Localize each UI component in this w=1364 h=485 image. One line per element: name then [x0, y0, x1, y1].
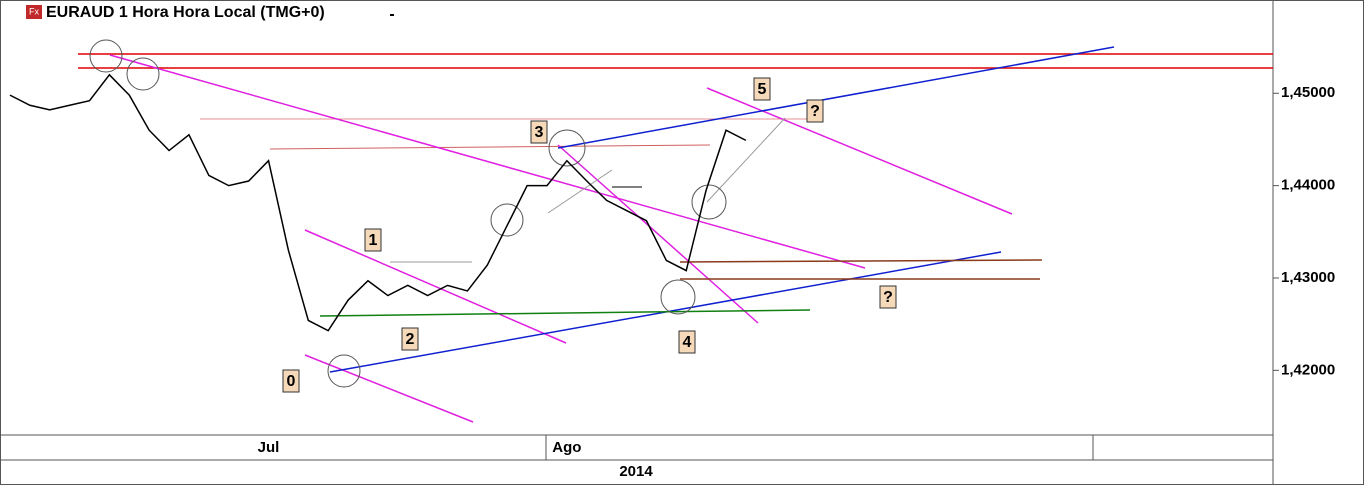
marker-circle [548, 129, 586, 167]
wave-label-text: 1 [369, 232, 378, 249]
wave-label-box [753, 77, 771, 101]
source-icon [26, 5, 42, 19]
drawings [78, 39, 1273, 423]
wave-label-text: 4 [683, 334, 692, 351]
marker-circle [691, 184, 727, 220]
wave-label-text: 5 [758, 81, 767, 98]
wave-label: 1 [364, 228, 382, 252]
wave-label: 0 [282, 369, 300, 393]
wave-label: ? [879, 285, 897, 309]
wave-label-text: 3 [535, 124, 544, 141]
wave-label-box [530, 120, 548, 144]
helper-line [547, 169, 613, 214]
marker-circle [126, 57, 160, 91]
wave-label-box [806, 99, 824, 123]
wave-label: 5 [753, 77, 771, 101]
wave-label-box [678, 330, 696, 354]
x-tick-label: Jul [258, 439, 280, 456]
channel-line [304, 354, 474, 423]
channel-line [304, 229, 567, 344]
wave-label-text: ? [810, 103, 820, 120]
level-line [269, 144, 711, 150]
y-tick-label: 1,42000 [1281, 361, 1335, 378]
marker-circle [327, 354, 361, 388]
channel-line [557, 144, 759, 324]
wave-label: 3 [530, 120, 548, 144]
wave-label-text: ? [883, 289, 893, 306]
support-line [319, 309, 811, 317]
marker-circle [490, 203, 524, 237]
x-tick-label: Ago [552, 439, 581, 456]
wave-label-text: 2 [406, 331, 415, 348]
marker-circle [89, 39, 123, 73]
helper-line [706, 117, 786, 203]
chart-title[interactable]: EURAUD 1 Hora Hora Local (TMG+0) [46, 4, 325, 21]
wave-label: 2 [401, 327, 419, 351]
y-tick-label: 1,44000 [1281, 177, 1335, 194]
channel-line [706, 87, 1013, 215]
level-line [679, 259, 1043, 263]
y-tick-label: 1,43000 [1281, 269, 1335, 286]
price-line [9, 73, 747, 332]
wave-label-box [282, 369, 300, 393]
wave-label: 4 [678, 330, 696, 354]
wave-label-box [364, 228, 382, 252]
wave-label-text: 0 [287, 373, 296, 390]
wave-label-box [401, 327, 419, 351]
y-tick-label: 1,45000 [1281, 84, 1335, 101]
wave-label-box [879, 285, 897, 309]
wave-label: ? [806, 99, 824, 123]
x-group-label: 2014 [619, 463, 653, 480]
trend-line [557, 46, 1115, 149]
source-icon-text: Fx [29, 6, 39, 16]
marker-circle [660, 279, 696, 315]
channel-line [109, 54, 866, 269]
